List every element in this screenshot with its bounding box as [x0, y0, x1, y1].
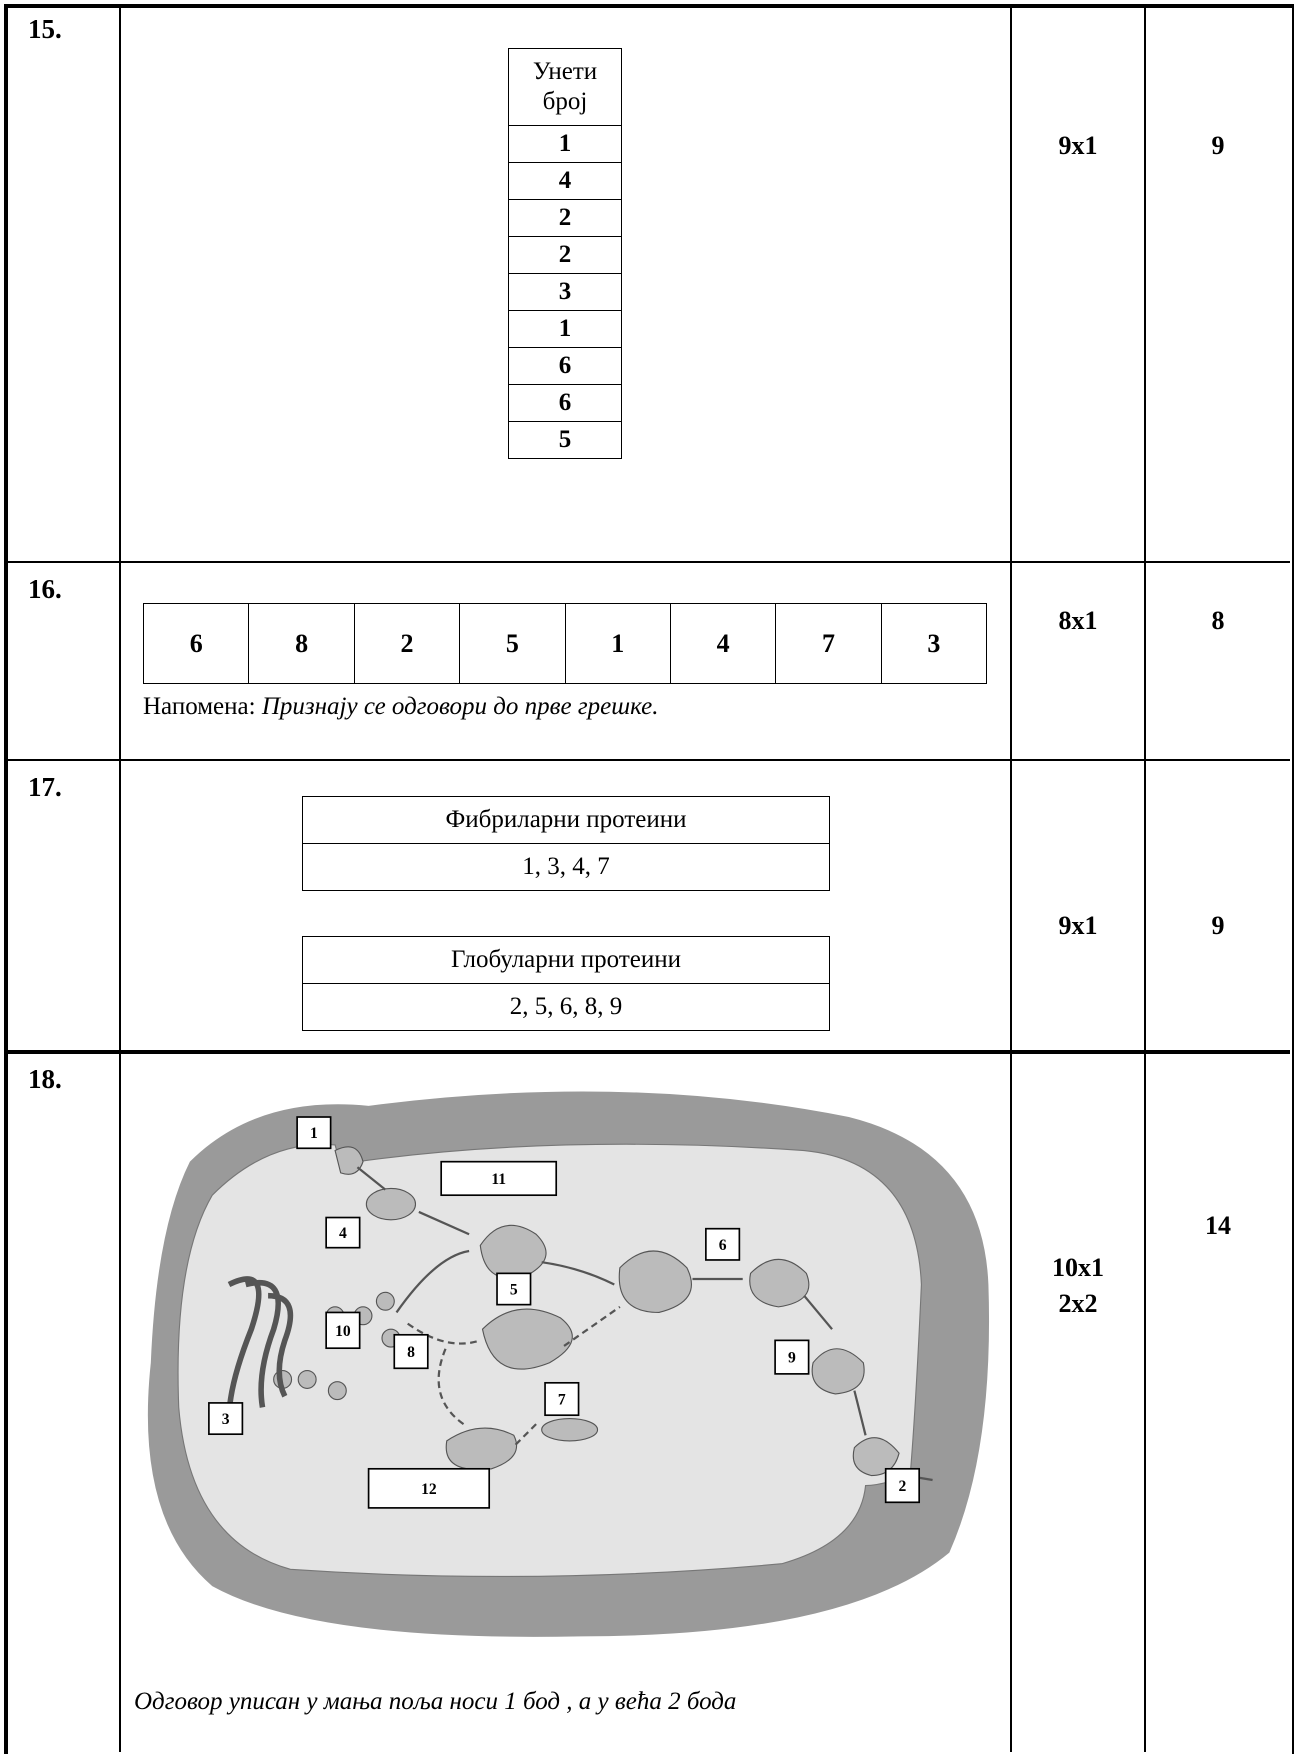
label-box	[208, 1402, 244, 1436]
outer-border	[4, 4, 1294, 1754]
total: 9	[1211, 911, 1225, 940]
row-line	[6, 759, 1290, 761]
table-value: 1	[508, 125, 622, 163]
answer-table: Фибриларни протеини 1, 3, 4, 7	[302, 796, 830, 891]
label-number: 9	[788, 1350, 796, 1367]
answer-cell: 6	[142, 603, 250, 684]
note: Одговор уписан у мања поља носи 1 бод , …	[134, 1688, 737, 1715]
label-number: 3	[222, 1411, 230, 1428]
label-number: 5	[510, 1282, 518, 1299]
table-header: Унети број	[508, 48, 622, 126]
table-value: 3	[508, 273, 622, 311]
table-row: 6	[508, 347, 622, 385]
row-number: 17.	[28, 772, 62, 802]
table-value: 2, 5, 6, 8, 9	[302, 983, 830, 1031]
row-line	[6, 1050, 1290, 1054]
total: 14	[1205, 1211, 1231, 1240]
label-number: 10	[335, 1323, 351, 1340]
label-box	[884, 1467, 921, 1504]
table-value: 6	[508, 347, 622, 385]
answer-cell: 1	[564, 603, 671, 684]
points: 10x1	[1052, 1253, 1104, 1282]
points: 9x1	[1058, 911, 1098, 940]
label-box	[325, 1216, 361, 1249]
answer-table: Глобуларни протеини 2, 5, 6, 8, 9	[302, 936, 830, 1031]
table-row: 1	[508, 310, 622, 348]
points: 9x1	[1058, 131, 1098, 160]
label-number: 4	[339, 1225, 347, 1242]
col-line	[1144, 6, 1146, 1752]
points: 2x2	[1058, 1289, 1098, 1318]
label-box	[367, 1467, 491, 1509]
label-number: 6	[719, 1237, 727, 1254]
answer-cell: 5	[459, 603, 566, 684]
table-value: 2	[508, 236, 622, 274]
table-value: 5	[508, 421, 622, 459]
answer-cell: 3	[880, 603, 988, 684]
table-row: 5	[508, 421, 622, 459]
table-header: Глобуларни протеини	[302, 936, 830, 984]
label-box	[544, 1381, 580, 1417]
table-value: 1, 3, 4, 7	[302, 843, 830, 891]
label-box	[774, 1339, 810, 1375]
label-box	[393, 1333, 429, 1370]
note: Напомена: Признају се одговори до прве г…	[143, 693, 659, 721]
table-row: 4	[508, 162, 622, 200]
answer-cell: 7	[775, 603, 882, 684]
row-line	[6, 561, 1290, 563]
label-box	[325, 1311, 361, 1350]
label-number: 8	[407, 1344, 415, 1361]
total: 9	[1211, 131, 1225, 160]
table-value: 6	[508, 384, 622, 422]
note-text: Признају се одговори до прве грешке.	[261, 693, 659, 720]
row-number: 15.	[28, 14, 62, 44]
answer-cell: 2	[353, 603, 461, 684]
note-label: Напомена:	[143, 693, 256, 720]
answer-cell: 4	[669, 603, 777, 684]
row-number: 18.	[28, 1064, 62, 1094]
total: 8	[1211, 606, 1225, 635]
label-number: 7	[558, 1392, 566, 1409]
label-number: 2	[899, 1478, 907, 1495]
table-header: Фибриларни протеини	[302, 796, 830, 844]
label-number: 1	[310, 1125, 318, 1142]
table-value: 2	[508, 199, 622, 237]
col-line	[1010, 6, 1012, 1752]
organelles	[226, 1146, 900, 1477]
col-line	[119, 6, 121, 1752]
label-number: 12	[421, 1481, 437, 1498]
table-value: 1	[508, 310, 622, 348]
label-box	[705, 1227, 741, 1261]
points: 8x1	[1058, 606, 1098, 635]
answer-cell: 8	[248, 603, 355, 684]
label-box	[496, 1272, 532, 1306]
label-box	[296, 1116, 332, 1150]
table-row: 3	[508, 273, 622, 311]
label-number: 11	[491, 1171, 506, 1188]
table-row: 6	[508, 384, 622, 422]
table-value: 4	[508, 162, 622, 200]
table-row: 2	[508, 236, 622, 274]
row-number: 16.	[28, 574, 62, 604]
table-row: 1	[508, 125, 622, 163]
table-row: 2	[508, 199, 622, 237]
label-box	[440, 1160, 558, 1197]
